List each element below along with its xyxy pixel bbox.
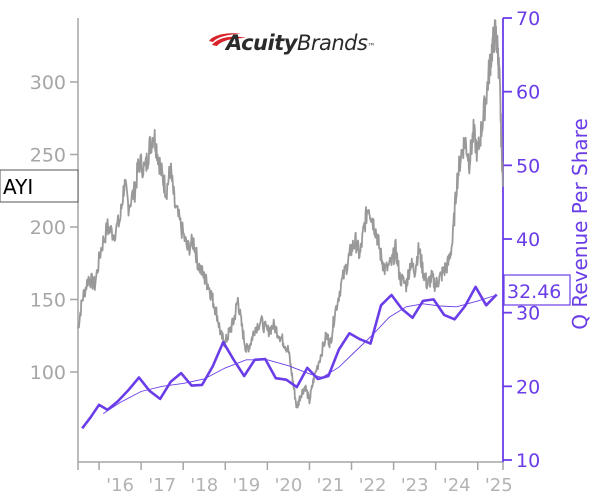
x-tick-label: '25 [485,475,513,496]
right-tick-label: 50 [516,155,540,177]
left-axis-ticks: 100 150 200 250 300 [30,72,78,384]
left-tick-label: 150 [30,290,66,312]
x-tick-label: '24 [443,475,471,496]
right-tick-label: 30 [516,303,540,325]
right-axis-label: Q Revenue Per Share [568,118,592,330]
logo-text-regular: Brands [297,31,368,55]
x-axis-ticks: '16 '17 '18 '19 '20 '21 '22 '23 '24 '25 [77,462,513,496]
revenue-series-line [81,285,498,430]
last-value-box: 32.46 [503,274,571,306]
x-tick-label: '19 [232,475,260,496]
x-tick-label: '18 [190,475,218,496]
x-tick-label: '17 [148,475,176,496]
right-tick-label: 70 [516,8,540,30]
x-tick-label: '21 [317,475,345,496]
right-tick-label: 40 [516,229,540,251]
right-tick-label: 60 [516,82,540,104]
ticker-box: AYI [0,169,79,203]
last-value-frame [503,274,571,306]
right-axis-ticks: 10 20 30 40 50 60 70 [503,8,540,472]
left-tick-label: 250 [30,145,66,167]
price-series-line [77,19,504,409]
left-tick-label: 100 [30,362,66,384]
last-value-label: 32.46 [507,281,561,303]
logo-wordmark: AcuityBrands™ [224,31,375,55]
left-tick-label: 200 [30,217,66,239]
ticker-box-frame [0,169,79,203]
company-logo: AcuityBrands™ [209,31,375,55]
x-tick-label: '23 [401,475,429,496]
x-tick-label: '20 [274,475,302,496]
left-tick-label: 300 [30,72,66,94]
right-tick-label: 20 [516,376,540,398]
x-tick-label: '22 [359,475,387,496]
logo-text-bold: Acuity [224,31,299,55]
x-tick-label: '16 [106,475,134,496]
logo-swoosh-icon [209,33,246,46]
ticker-label: AYI [3,175,33,199]
right-tick-label: 10 [516,450,540,472]
logo-trademark: ™ [367,42,375,51]
